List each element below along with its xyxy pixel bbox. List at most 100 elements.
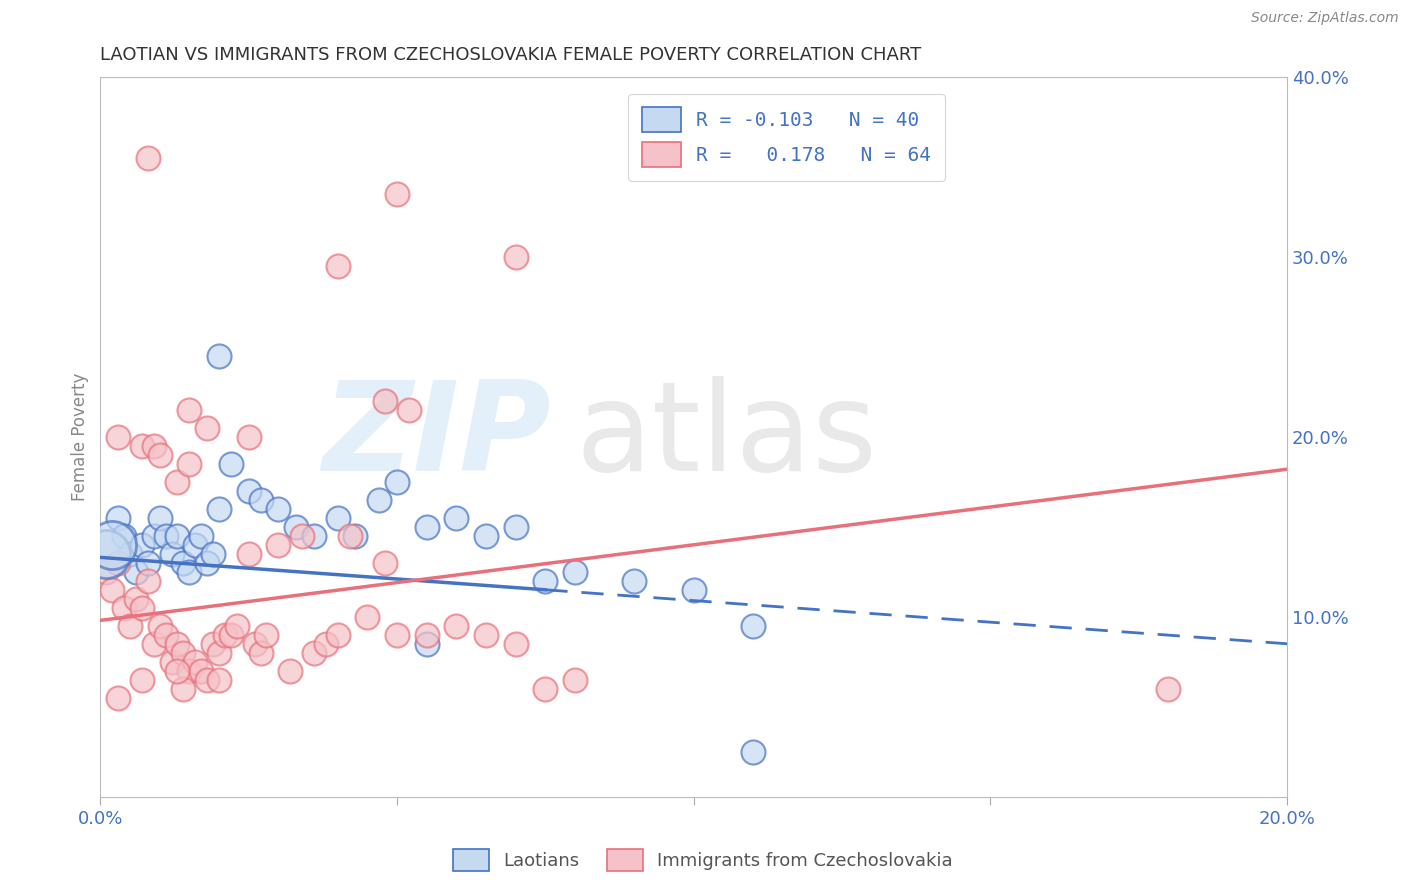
Point bbox=[107, 556, 129, 570]
Point bbox=[142, 439, 165, 453]
Point bbox=[344, 529, 367, 543]
Point bbox=[238, 430, 260, 444]
Point bbox=[202, 547, 225, 561]
Point bbox=[564, 565, 586, 579]
Point bbox=[149, 510, 172, 524]
Point bbox=[214, 628, 236, 642]
Point bbox=[285, 520, 308, 534]
Point bbox=[118, 547, 141, 561]
Point bbox=[131, 439, 153, 453]
Point bbox=[415, 520, 437, 534]
Point bbox=[131, 673, 153, 687]
Point bbox=[136, 556, 159, 570]
Point bbox=[415, 628, 437, 642]
Point bbox=[475, 529, 498, 543]
Point bbox=[256, 628, 278, 642]
Point bbox=[142, 637, 165, 651]
Point bbox=[356, 609, 378, 624]
Point bbox=[278, 664, 301, 678]
Point bbox=[112, 529, 135, 543]
Point bbox=[238, 547, 260, 561]
Point bbox=[315, 637, 337, 651]
Text: ZIP: ZIP bbox=[322, 376, 551, 498]
Point bbox=[190, 664, 212, 678]
Point bbox=[1157, 681, 1180, 696]
Point bbox=[142, 529, 165, 543]
Point bbox=[131, 600, 153, 615]
Point bbox=[623, 574, 645, 588]
Point bbox=[125, 591, 148, 606]
Point bbox=[446, 619, 468, 633]
Point bbox=[179, 664, 201, 678]
Text: Source: ZipAtlas.com: Source: ZipAtlas.com bbox=[1251, 11, 1399, 25]
Point bbox=[534, 574, 557, 588]
Point bbox=[249, 646, 271, 660]
Point bbox=[505, 637, 527, 651]
Point bbox=[682, 582, 704, 597]
Point bbox=[326, 259, 349, 273]
Point bbox=[368, 492, 391, 507]
Point bbox=[166, 637, 188, 651]
Point bbox=[101, 538, 124, 552]
Point bbox=[166, 475, 188, 489]
Point bbox=[155, 529, 177, 543]
Point bbox=[291, 529, 314, 543]
Point bbox=[96, 565, 118, 579]
Point bbox=[166, 664, 188, 678]
Point bbox=[475, 628, 498, 642]
Point bbox=[219, 457, 242, 471]
Point bbox=[107, 430, 129, 444]
Point bbox=[195, 421, 218, 435]
Point bbox=[249, 492, 271, 507]
Point bbox=[446, 510, 468, 524]
Point bbox=[326, 510, 349, 524]
Text: LAOTIAN VS IMMIGRANTS FROM CZECHOSLOVAKIA FEMALE POVERTY CORRELATION CHART: LAOTIAN VS IMMIGRANTS FROM CZECHOSLOVAKI… bbox=[100, 46, 921, 64]
Point bbox=[160, 547, 183, 561]
Point bbox=[160, 655, 183, 669]
Point bbox=[385, 186, 408, 201]
Point bbox=[179, 457, 201, 471]
Point bbox=[505, 520, 527, 534]
Point bbox=[155, 628, 177, 642]
Point bbox=[267, 538, 290, 552]
Point bbox=[202, 637, 225, 651]
Point bbox=[374, 393, 396, 408]
Point bbox=[131, 538, 153, 552]
Point bbox=[179, 565, 201, 579]
Point bbox=[534, 681, 557, 696]
Point bbox=[267, 501, 290, 516]
Point bbox=[339, 529, 361, 543]
Point bbox=[118, 619, 141, 633]
Point bbox=[149, 619, 172, 633]
Point bbox=[742, 745, 765, 759]
Point bbox=[374, 556, 396, 570]
Point bbox=[564, 673, 586, 687]
Point bbox=[238, 483, 260, 498]
Point bbox=[96, 547, 118, 561]
Point bbox=[219, 628, 242, 642]
Point bbox=[742, 619, 765, 633]
Legend: R = -0.103   N = 40, R =   0.178   N = 64: R = -0.103 N = 40, R = 0.178 N = 64 bbox=[628, 94, 945, 181]
Point bbox=[208, 349, 231, 363]
Text: atlas: atlas bbox=[575, 376, 877, 498]
Point bbox=[166, 529, 188, 543]
Point bbox=[107, 510, 129, 524]
Point bbox=[195, 673, 218, 687]
Point bbox=[385, 475, 408, 489]
Point bbox=[172, 646, 194, 660]
Point bbox=[385, 628, 408, 642]
Point bbox=[149, 448, 172, 462]
Point bbox=[184, 655, 207, 669]
Point bbox=[208, 501, 231, 516]
Point bbox=[125, 565, 148, 579]
Point bbox=[172, 681, 194, 696]
Point bbox=[112, 600, 135, 615]
Point bbox=[179, 402, 201, 417]
Point bbox=[225, 619, 247, 633]
Point bbox=[136, 574, 159, 588]
Point bbox=[415, 637, 437, 651]
Point bbox=[326, 628, 349, 642]
Point bbox=[505, 250, 527, 264]
Point bbox=[172, 556, 194, 570]
Point bbox=[302, 646, 325, 660]
